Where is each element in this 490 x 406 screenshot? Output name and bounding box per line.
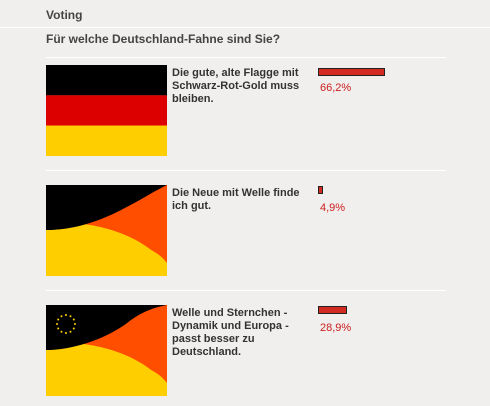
result-bar: [318, 306, 347, 314]
divider: [46, 290, 446, 291]
result-percent: 28,9%: [320, 322, 352, 334]
flag-wave-icon[interactable]: [46, 185, 167, 276]
result-percent: 4,9%: [320, 202, 346, 214]
flag-wave-stars-icon[interactable]: [46, 305, 167, 396]
poll-question: Für welche Deutschland-Fahne sind Sie?: [46, 32, 281, 46]
result-bar: [318, 186, 323, 194]
option-label[interactable]: Welle und Sternchen - Dynamik und Europa…: [172, 307, 289, 358]
result-percent: 66,2%: [320, 82, 352, 94]
divider: [46, 57, 446, 58]
header-title: Voting: [46, 8, 83, 22]
option-label[interactable]: Die gute, alte Flagge mit Schwarz-Rot-Go…: [172, 67, 300, 105]
header: Voting: [0, 0, 490, 28]
flag-classic-icon[interactable]: [46, 65, 167, 156]
divider: [46, 170, 446, 171]
result-bar: [318, 68, 385, 76]
option-label[interactable]: Die Neue mit Welle finde ich gut.: [172, 187, 300, 212]
